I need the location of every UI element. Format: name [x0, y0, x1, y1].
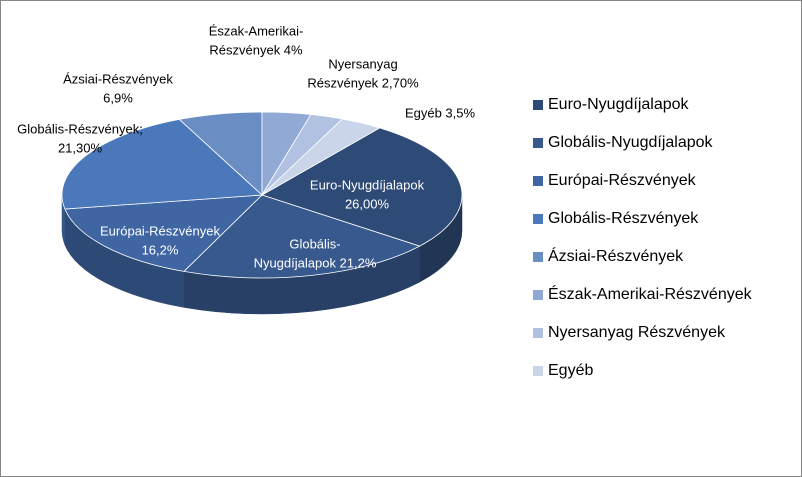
slice-top	[261, 127, 463, 247]
data-label: Euro-Nyugdíjalapok	[310, 177, 425, 192]
data-label: Globális-	[289, 236, 340, 251]
data-label: Globális-Részvények;	[17, 121, 143, 136]
data-label: Részvények 2,70%	[307, 75, 419, 90]
data-label: Nyugdíjalapok 21,2%	[254, 255, 377, 270]
legend-swatch	[533, 366, 543, 376]
slice-top	[183, 194, 421, 279]
legend-label: Euro-Nyugdíjalapok	[548, 96, 690, 113]
legend-swatch	[533, 100, 543, 110]
pie-slice	[61, 118, 263, 246]
legend-swatch	[533, 214, 543, 224]
legend-swatch	[533, 328, 543, 338]
pie-slice	[183, 194, 421, 315]
data-label: Nyersanyag	[328, 56, 397, 71]
legend-swatch	[533, 176, 543, 186]
data-label: Részvények 4%	[209, 42, 303, 57]
legend-label: Globális-Részvények	[548, 210, 699, 227]
data-label: Egyéb 3,5%	[405, 105, 476, 120]
legend-swatch	[533, 252, 543, 262]
slice-top	[61, 118, 263, 210]
data-label: 21,30%	[58, 140, 103, 155]
data-label: 26,00%	[345, 196, 390, 211]
legend-label: Ázsiai-Részvények	[548, 246, 684, 265]
data-label: 6,9%	[103, 90, 133, 105]
data-label: 16,2%	[142, 242, 179, 257]
legend-swatch	[533, 290, 543, 300]
legend-label: Nyersanyag Részvények	[548, 324, 726, 341]
slice-top	[261, 118, 381, 196]
legend-swatch	[533, 138, 543, 148]
legend-label: Európai-Részvények	[548, 172, 697, 189]
slice-top	[64, 194, 264, 272]
data-label: Ázsiai-Részvények	[63, 71, 173, 86]
data-label: Európai-Részvények	[100, 223, 220, 238]
legend-label: Globális-Nyugdíjalapok	[548, 134, 714, 151]
pie-slice	[261, 118, 381, 196]
data-label: Észak-Amerikai-	[209, 23, 304, 38]
legend-label: Észak-Amerikai-Részvények	[548, 284, 753, 303]
legend-label: Egyéb	[548, 362, 593, 379]
